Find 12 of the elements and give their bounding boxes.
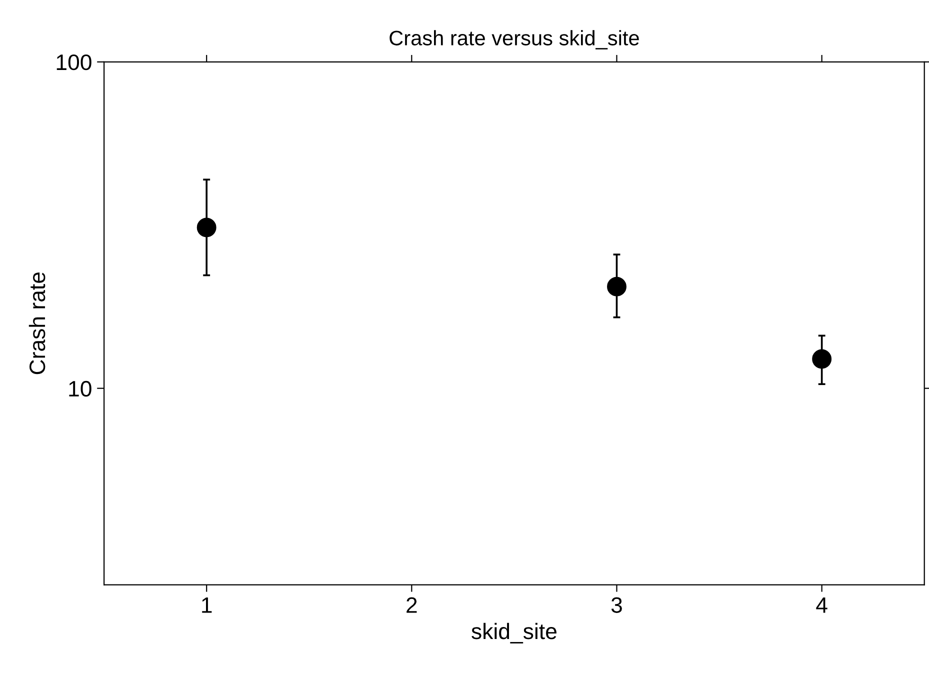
y-axis-title: Crash rate [28,272,46,374]
y-tick-label: 10 [69,380,92,397]
point [607,276,626,296]
x-tick-label: 2 [406,597,417,613]
x-axis-title: skid_site [472,622,556,644]
point [812,349,832,369]
x-tick-label: 3 [611,597,622,613]
y-tick-label: 100 [56,54,92,70]
chart-title: Crash rate versus skid_site [390,30,639,50]
x-tick-label: 1 [202,597,212,613]
x-tick-label: 4 [816,597,828,613]
point [196,218,216,238]
